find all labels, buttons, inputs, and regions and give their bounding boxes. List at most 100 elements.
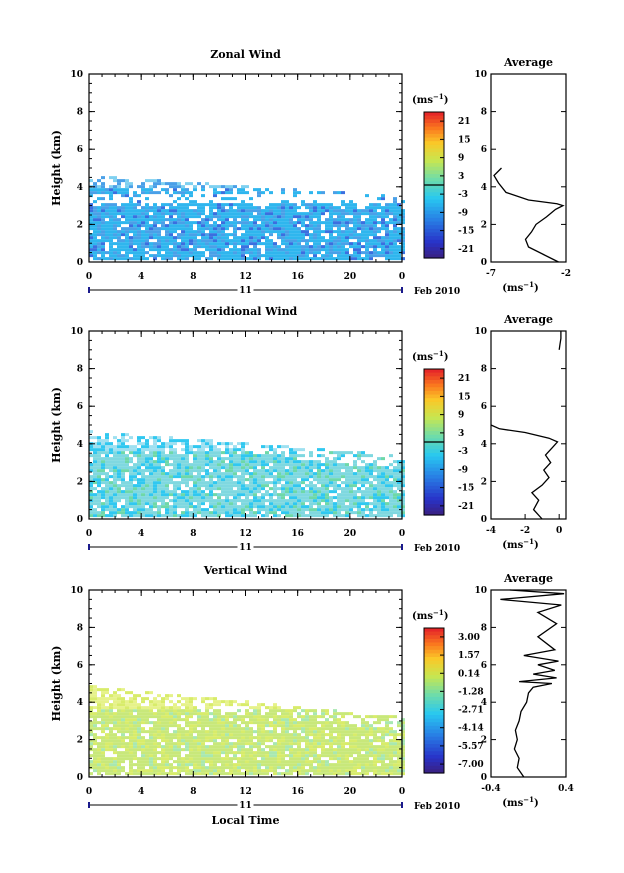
heatmap-cell: [221, 718, 225, 722]
heatmap-cell: [93, 436, 97, 440]
heatmap-cell: [257, 460, 261, 464]
heatmap-cell: [121, 721, 125, 725]
heatmap-cell: [197, 508, 201, 512]
heatmap-cell: [109, 194, 113, 198]
heatmap-cell: [269, 206, 273, 210]
heatmap-cell: [401, 212, 405, 216]
heatmap-cell: [185, 712, 189, 716]
heatmap-cell: [137, 721, 141, 725]
heatmap-cell: [221, 760, 225, 764]
heatmap-cell: [301, 769, 305, 773]
heatmap-cell: [389, 254, 393, 258]
heatmap-cell: [393, 197, 397, 201]
heatmap-cell: [117, 709, 121, 713]
heatmap-cell: [157, 496, 161, 500]
heatmap-cell: [197, 215, 201, 219]
heatmap-cell: [253, 712, 257, 716]
heatmap-cell: [353, 493, 357, 497]
heatmap-cell: [105, 227, 109, 231]
heatmap-cell: [265, 239, 269, 243]
heatmap-cell: [237, 248, 241, 252]
heatmap-cell: [153, 487, 157, 491]
heatmap-cell: [109, 188, 113, 192]
heatmap-cell: [297, 191, 301, 195]
heatmap-cell: [261, 457, 265, 461]
heatmap-cell: [309, 499, 313, 503]
heatmap-cell: [369, 472, 373, 476]
heatmap-cell: [353, 212, 357, 216]
heatmap-cell: [181, 448, 185, 452]
heatmap-cell: [241, 224, 245, 228]
heatmap-cell: [221, 505, 225, 509]
heatmap-cell: [173, 451, 177, 455]
heatmap-cell: [169, 511, 173, 515]
heatmap-cell: [345, 209, 349, 213]
heatmap-cell: [117, 712, 121, 716]
heatmap-cell: [185, 478, 189, 482]
heatmap-cell: [373, 221, 377, 225]
heatmap-cell: [93, 700, 97, 704]
heatmap-cell: [101, 754, 105, 758]
heatmap-cell: [297, 227, 301, 231]
heatmap-cell: [185, 236, 189, 240]
heatmap-cell: [93, 206, 97, 210]
heatmap-cell: [333, 715, 337, 719]
heatmap-cell: [185, 212, 189, 216]
heatmap-cell: [285, 769, 289, 773]
heatmap-cell: [89, 215, 93, 219]
heatmap-cell: [249, 493, 253, 497]
heatmap-cell: [169, 514, 173, 518]
heatmap-cell: [141, 739, 145, 743]
heatmap-cell: [213, 191, 217, 195]
heatmap-cell: [201, 733, 205, 737]
heatmap-cell: [97, 460, 101, 464]
heatmap-cell: [341, 257, 345, 261]
heatmap-cell: [241, 227, 245, 231]
heatmap-cell: [225, 451, 229, 455]
heatmap-cell: [177, 209, 181, 213]
x-tick-label: 20: [344, 529, 357, 539]
heatmap-cell: [157, 472, 161, 476]
heatmap-cell: [385, 224, 389, 228]
heatmap-cell: [297, 502, 301, 506]
heatmap-cell: [229, 748, 233, 752]
heatmap-cell: [297, 254, 301, 258]
heatmap-cell: [349, 745, 353, 749]
heatmap-cell: [149, 248, 153, 252]
heatmap-cell: [157, 206, 161, 210]
heatmap-cell: [301, 721, 305, 725]
heatmap-cell: [237, 227, 241, 231]
heatmap-cell: [397, 227, 401, 231]
heatmap-cell: [105, 439, 109, 443]
heatmap-cell: [333, 739, 337, 743]
heatmap-cell: [349, 760, 353, 764]
heatmap-cell: [345, 772, 349, 776]
heatmap-cell: [289, 505, 293, 509]
heatmap-cell: [145, 502, 149, 506]
heatmap-cell: [309, 724, 313, 728]
heatmap-cell: [109, 721, 113, 725]
heatmap-cell: [133, 772, 137, 776]
heatmap-cell: [253, 188, 257, 192]
heatmap-cell: [333, 709, 337, 713]
heatmap-cell: [157, 251, 161, 255]
heatmap-cell: [257, 472, 261, 476]
heatmap-cell: [385, 209, 389, 213]
heatmap-cell: [121, 209, 125, 213]
heatmap-cell: [381, 245, 385, 249]
heatmap-cell: [193, 203, 197, 207]
heatmap-cell: [325, 227, 329, 231]
heatmap-cell: [325, 766, 329, 770]
heatmap-cell: [253, 254, 257, 258]
heatmap-cell: [265, 499, 269, 503]
heatmap-cell: [133, 706, 137, 710]
heatmap-cell: [109, 769, 113, 773]
heatmap-cell: [233, 700, 237, 704]
heatmap-cell: [213, 718, 217, 722]
heatmap-cell: [237, 733, 241, 737]
heatmap-cell: [349, 712, 353, 716]
heatmap-cell: [157, 751, 161, 755]
heatmap-cell: [269, 209, 273, 213]
heatmap-cell: [229, 751, 233, 755]
colorbar-segment: [424, 239, 444, 244]
